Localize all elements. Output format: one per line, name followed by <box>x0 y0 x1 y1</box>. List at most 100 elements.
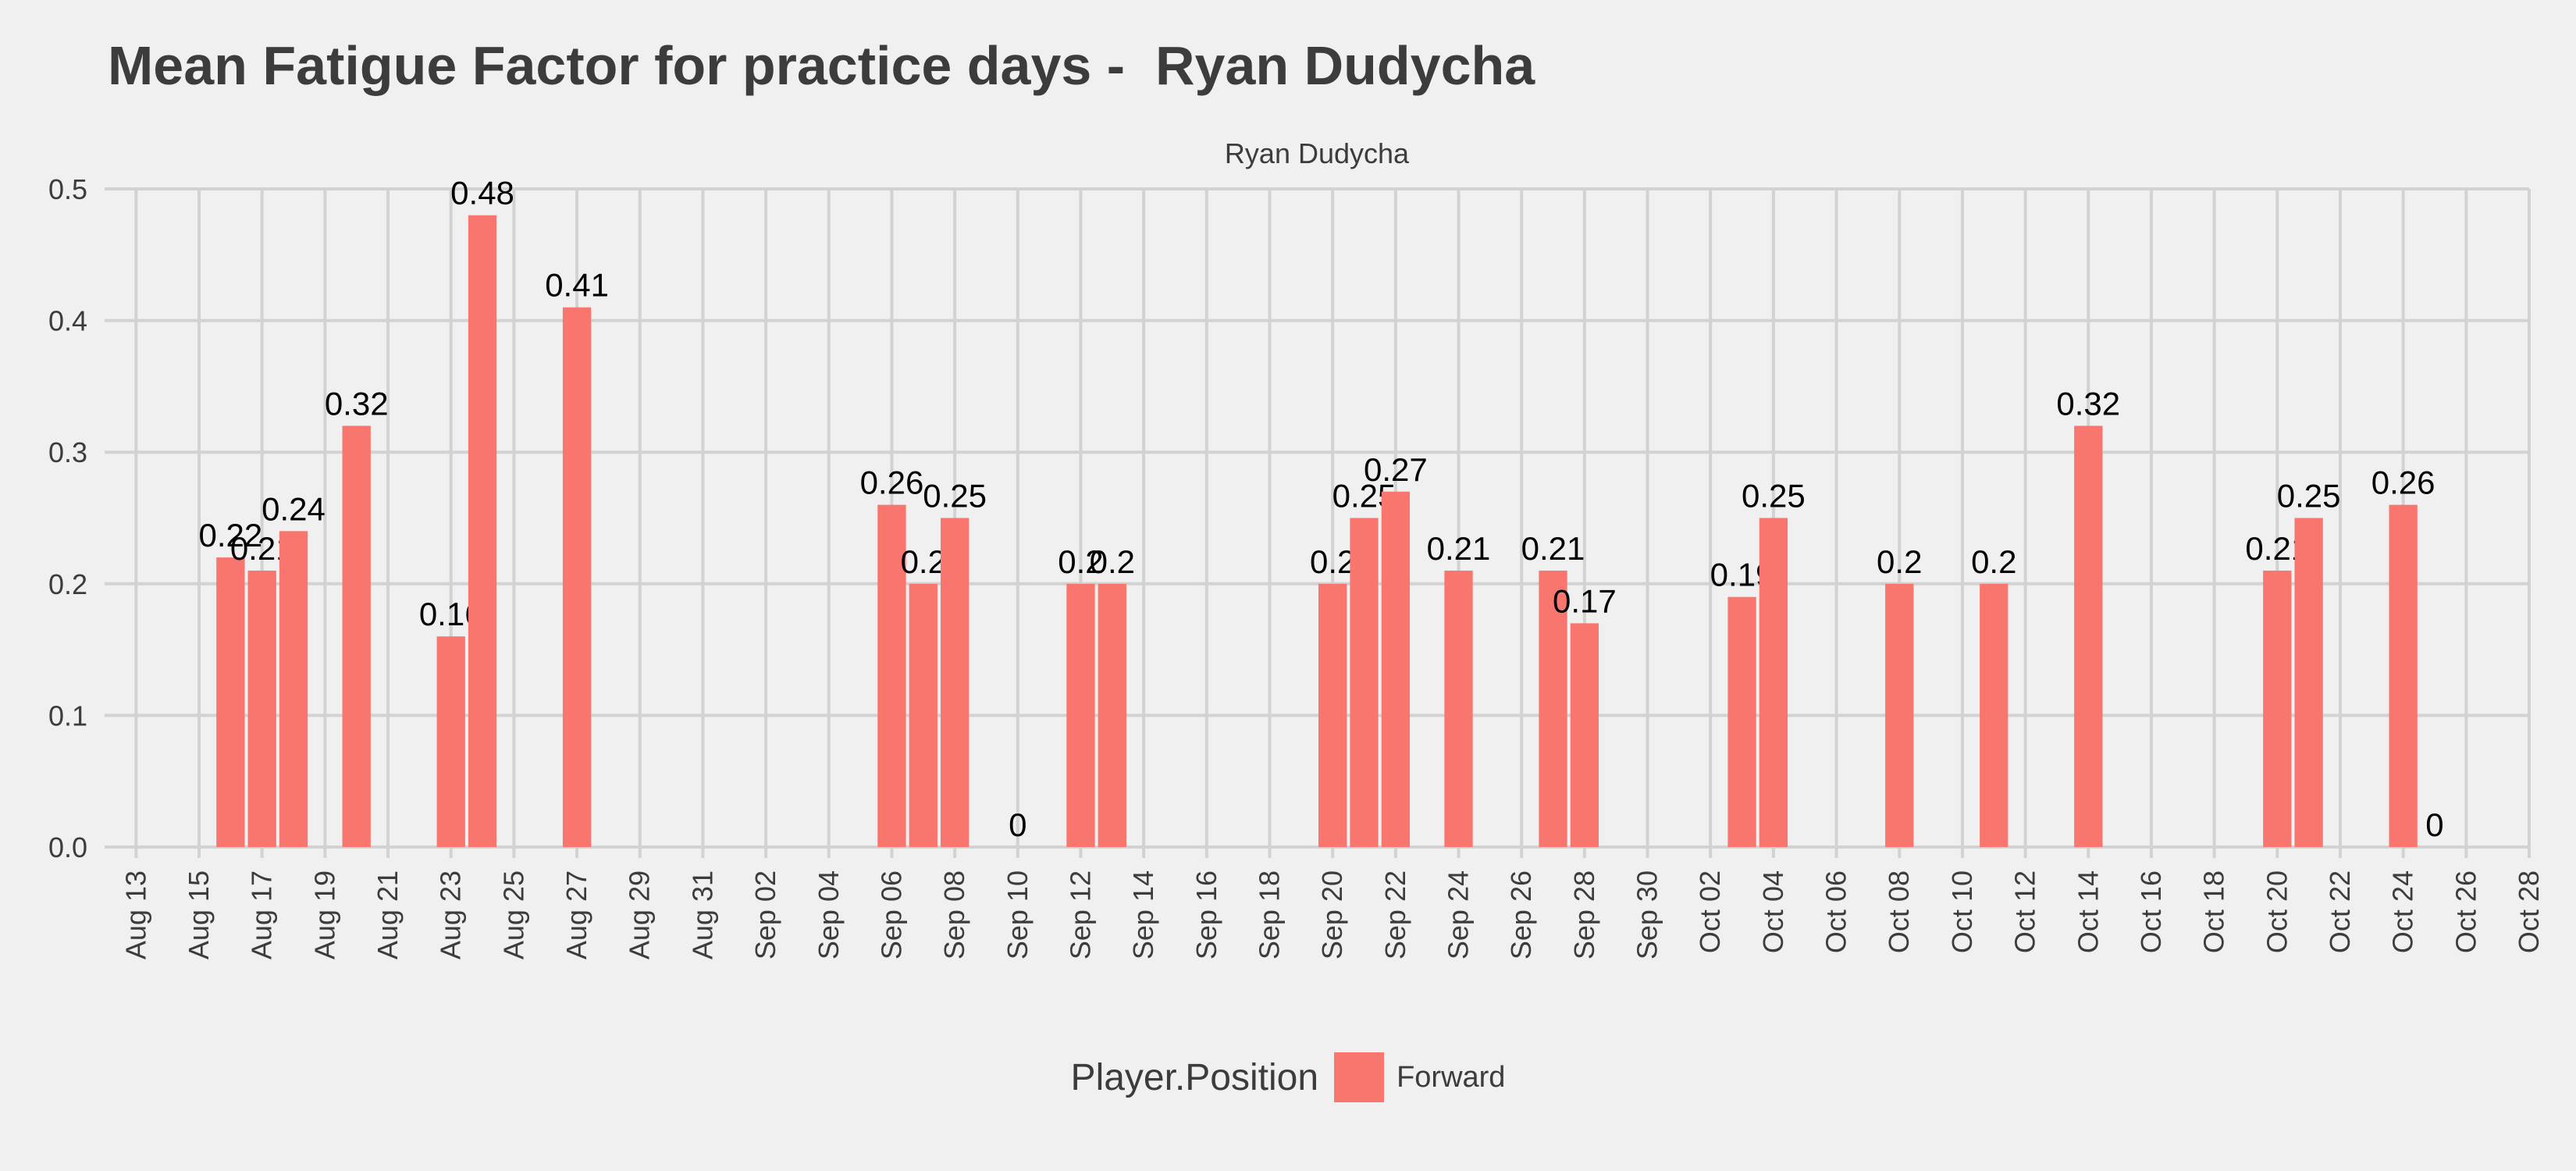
x-tick-label: Sep 06 <box>875 870 907 959</box>
x-tick-label: Sep 20 <box>1316 870 1348 959</box>
x-tick-label: Oct 20 <box>2261 870 2293 953</box>
bar <box>1980 583 2008 847</box>
data-label: 0 <box>2425 806 2443 843</box>
data-label: 0.2 <box>1877 543 1922 580</box>
bar <box>436 636 465 847</box>
data-label: 0.2 <box>1058 543 1103 580</box>
x-tick-label: Sep 10 <box>1002 870 1034 959</box>
x-tick-label: Aug 29 <box>624 870 656 959</box>
bar <box>1570 623 1599 847</box>
data-label: 0.25 <box>923 478 987 514</box>
legend-title: Player.Position <box>1070 1056 1319 1098</box>
x-tick-label: Oct 08 <box>1883 870 1915 953</box>
bar <box>909 583 938 847</box>
x-tick-label: Oct 06 <box>1820 870 1852 953</box>
bar <box>1098 583 1126 847</box>
chart-title: Mean Fatigue Factor for practice days - … <box>108 35 1535 96</box>
bar <box>1727 596 1756 847</box>
data-label: 0.26 <box>2371 464 2435 501</box>
data-label: 0.41 <box>545 267 609 304</box>
bar <box>1444 570 1473 847</box>
x-tick-label: Aug 13 <box>119 870 151 959</box>
x-tick-label: Oct 24 <box>2387 870 2419 953</box>
bar <box>562 307 592 847</box>
x-tick-label: Oct 02 <box>1694 870 1726 953</box>
x-tick-label: Aug 17 <box>246 870 278 959</box>
x-tick-label: Sep 18 <box>1253 870 1285 959</box>
data-label: 0.2 <box>1971 543 2016 580</box>
y-tick-label: 0.2 <box>48 568 87 600</box>
facet-label: Ryan Dudycha <box>1225 137 1410 169</box>
y-tick-label: 0.4 <box>48 305 87 337</box>
data-label: 0.26 <box>860 464 924 501</box>
x-tick-label: Oct 14 <box>2072 870 2104 953</box>
x-tick-label: Aug 31 <box>686 870 718 959</box>
bar <box>216 557 245 847</box>
x-tick-label: Oct 26 <box>2450 870 2482 953</box>
x-tick-label: Sep 12 <box>1064 870 1096 959</box>
bar <box>2294 518 2323 847</box>
bar <box>877 504 906 847</box>
x-tick-label: Oct 22 <box>2324 870 2356 953</box>
y-tick-label: 0.5 <box>48 173 87 205</box>
data-label: 0.22 <box>198 517 262 553</box>
bar <box>940 518 970 847</box>
bar <box>2389 504 2418 847</box>
bar <box>279 531 308 847</box>
data-label: 0.25 <box>1742 478 1806 514</box>
data-label: 0 <box>1009 806 1026 843</box>
bar <box>1066 583 1095 847</box>
x-tick-label: Oct 12 <box>2009 870 2041 953</box>
x-tick-label: Sep 22 <box>1379 870 1411 959</box>
y-tick-label: 0.0 <box>48 831 87 863</box>
data-label: 0.21 <box>1427 530 1491 567</box>
y-tick-label: 0.1 <box>48 699 87 731</box>
bar <box>468 215 497 848</box>
x-tick-label: Aug 27 <box>560 870 592 959</box>
data-label: 0.25 <box>2277 478 2341 514</box>
x-tick-label: Sep 04 <box>813 870 845 959</box>
x-tick-label: Aug 21 <box>372 870 404 959</box>
x-tick-label: Sep 16 <box>1190 870 1222 959</box>
data-label: 0.21 <box>1521 530 1585 567</box>
bar <box>2263 570 2292 847</box>
bar <box>2074 425 2103 847</box>
legend-key-forward <box>1334 1052 1385 1102</box>
data-label: 0.32 <box>2056 385 2120 422</box>
x-tick-label: Aug 19 <box>308 870 340 959</box>
x-tick-label: Sep 08 <box>938 870 970 959</box>
bar <box>1381 491 1410 847</box>
x-tick-label: Oct 16 <box>2135 870 2167 953</box>
data-label: 0.17 <box>1553 582 1617 619</box>
x-tick-label: Sep 24 <box>1443 870 1475 959</box>
x-tick-label: Sep 30 <box>1631 870 1663 959</box>
bar <box>1885 583 1914 847</box>
x-tick-label: Aug 15 <box>183 870 215 959</box>
data-label: 0.2 <box>901 543 946 580</box>
legend-label-forward: Forward <box>1397 1060 1506 1094</box>
x-tick-label: Sep 02 <box>749 870 781 959</box>
data-label: 0.32 <box>325 385 389 422</box>
bar <box>1318 583 1347 847</box>
x-tick-label: Sep 28 <box>1568 870 1600 959</box>
x-tick-label: Sep 14 <box>1127 870 1159 959</box>
bar <box>1759 518 1788 847</box>
bar <box>247 570 276 847</box>
bar-chart: Ryan Dudycha 0.0 0.1 0.2 0.3 0.4 0.5 Aug 13 Aug … <box>48 137 2545 959</box>
data-label: 0.2 <box>1310 543 1355 580</box>
x-tick-label: Oct 28 <box>2513 870 2545 953</box>
x-tick-label: Sep 26 <box>1505 870 1537 959</box>
data-label: 0.2 <box>1090 543 1135 580</box>
x-tick-label: Aug 23 <box>435 870 467 959</box>
x-tick-label: Oct 18 <box>2198 870 2230 953</box>
bar <box>1350 518 1379 847</box>
legend: Player.Position Forward <box>0 1052 2576 1102</box>
data-label: 0.27 <box>1364 451 1428 488</box>
x-tick-label: Oct 10 <box>1946 870 1978 953</box>
x-tick-label: Oct 04 <box>1757 870 1789 953</box>
data-label: 0.48 <box>450 175 514 212</box>
bar <box>1539 570 1567 847</box>
bar <box>342 425 371 847</box>
data-label: 0.24 <box>262 490 326 527</box>
